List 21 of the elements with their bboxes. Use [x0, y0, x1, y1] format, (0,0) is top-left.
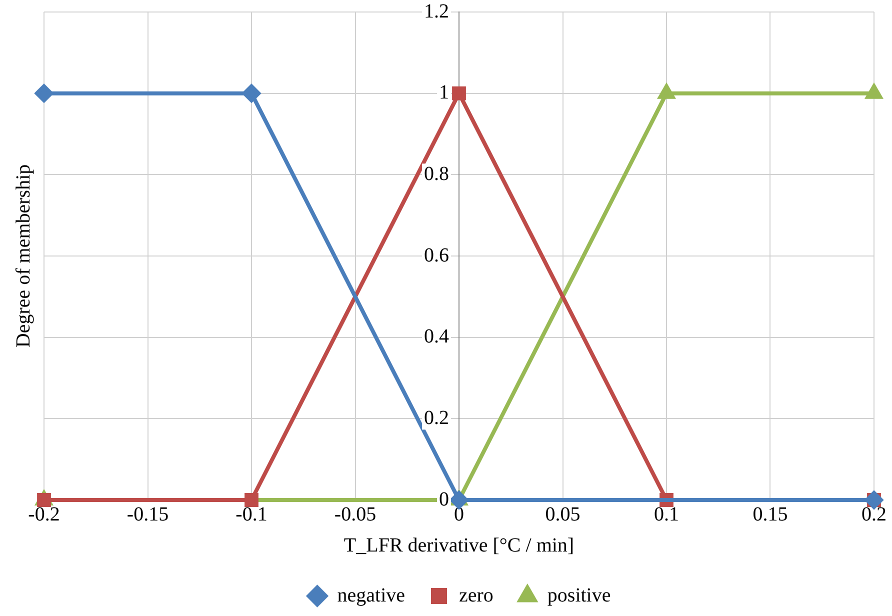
y-tick-label: 1.2: [424, 0, 449, 22]
y-tick-label: 0: [439, 488, 449, 510]
x-tick-label: -0.1: [236, 503, 268, 526]
x-tick-label: -0.15: [126, 503, 169, 526]
x-axis-title: T_LFR derivative [°C / min]: [344, 534, 574, 556]
x-tick-label: -0.05: [334, 503, 376, 526]
x-tick-label: 0.15: [752, 503, 788, 526]
x-tick-label: -0.2: [28, 503, 60, 526]
legend-label: positive: [547, 584, 611, 606]
legend-label: zero: [459, 584, 494, 606]
legend-label: negative: [337, 584, 406, 606]
y-tick-label: 0.6: [424, 244, 449, 266]
y-tick-label: 0.4: [424, 326, 449, 348]
x-tick-label: 0.2: [862, 503, 886, 526]
y-tick-label: 0.8: [424, 162, 449, 185]
x-tick-label: 0: [454, 503, 464, 526]
y-tick-label: 1: [439, 82, 449, 104]
y-axis-title: Degree of membership: [12, 164, 34, 348]
x-tick-label: 0.1: [654, 503, 679, 526]
y-tick-label: 0.2: [424, 406, 449, 429]
x-tick-label: 0.05: [545, 503, 580, 526]
